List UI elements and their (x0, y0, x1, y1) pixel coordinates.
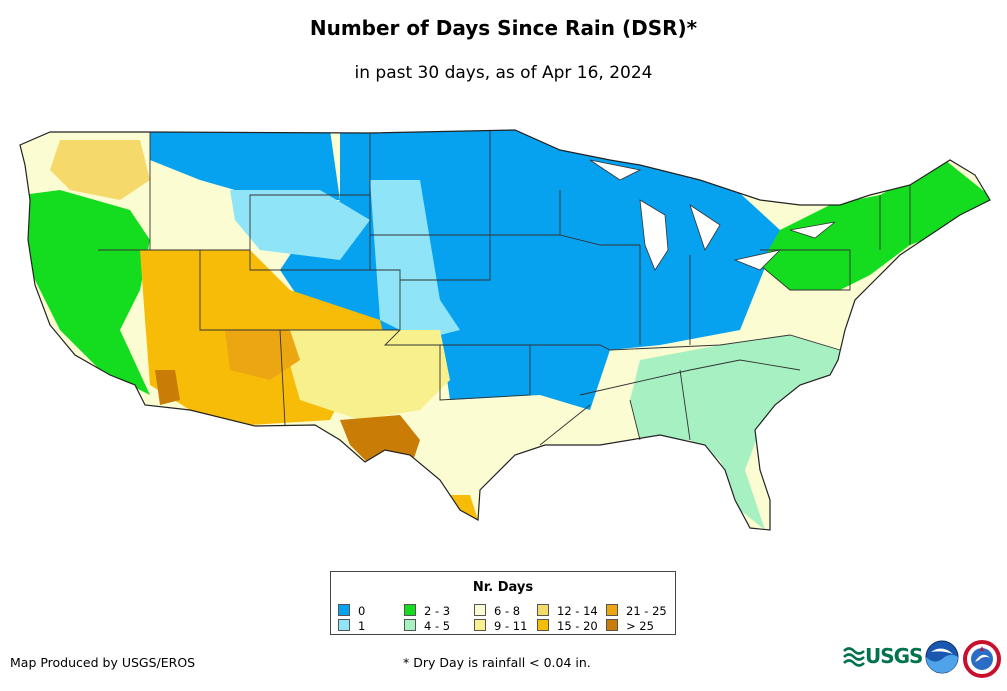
map-legend: Nr. Days 0 1 2 - 3 4 - 5 6 - 8 9 - 11 12… (330, 571, 676, 635)
legend-swatch-9-11 (474, 619, 486, 631)
legend-swatch-21-25 (606, 604, 618, 616)
legend-item-4-5: 4 - 5 (404, 619, 450, 633)
state-boundaries (98, 130, 911, 446)
legend-swatch-15-20 (537, 619, 549, 631)
legend-item-0: 0 (338, 604, 365, 618)
legend-item-9-11: 9 - 11 (474, 619, 527, 633)
legend-swatch-2-3 (404, 604, 416, 616)
dsr-map-regions (20, 130, 990, 530)
legend-item-15-20: 15 - 20 (537, 619, 598, 633)
legend-swatch-over-25 (606, 619, 618, 631)
legend-swatch-0 (338, 604, 350, 616)
legend-item-over-25: > 25 (606, 619, 654, 633)
map-credit: Map Produced by USGS/EROS (10, 655, 196, 670)
legend-swatch-12-14 (537, 604, 549, 616)
usgs-logo: USGS (843, 644, 923, 670)
legend-item-6-8: 6 - 8 (474, 604, 520, 618)
region-1-day-west-central (230, 190, 370, 260)
region-21-25-days-new-mexico (225, 330, 300, 380)
legend-swatch-6-8 (474, 604, 486, 616)
nws-logo-icon (963, 640, 1001, 678)
region-1-day-plains (370, 180, 460, 340)
legend-item-21-25: 21 - 25 (606, 604, 667, 618)
legend-title: Nr. Days (472, 580, 534, 595)
legend-item-2-3: 2 - 3 (404, 604, 450, 618)
legend-swatch-4-5 (404, 619, 416, 631)
region-9-11-days-southern-plains (280, 330, 450, 420)
usgs-logo-text: USGS (865, 644, 923, 668)
legend-item-1: 1 (338, 619, 365, 633)
region-12-14-days-northwest (50, 140, 150, 200)
region-15-20-days-south-texas (450, 495, 478, 520)
great-lakes (589, 159, 836, 271)
usgs-waves-icon (843, 647, 865, 667)
us-outline (19, 129, 991, 531)
legend-item-12-14: 12 - 14 (537, 604, 598, 618)
region-2-3-days-northeast (760, 160, 990, 290)
us-dsr-map (19, 129, 991, 531)
region-2-3-days-california (22, 190, 150, 395)
map-subtitle: in past 30 days, as of Apr 16, 2024 (354, 63, 653, 83)
region-over-25-days-arizona (155, 370, 180, 405)
region-0-days-northwest (150, 130, 340, 200)
legend-swatch-1 (338, 619, 350, 631)
dry-day-footnote: * Dry Day is rainfall < 0.04 in. (403, 655, 591, 670)
map-title: Number of Days Since Rain (DSR)* (309, 16, 698, 40)
noaa-logo-icon (925, 640, 959, 674)
region-4-5-days-southeast (630, 335, 840, 530)
